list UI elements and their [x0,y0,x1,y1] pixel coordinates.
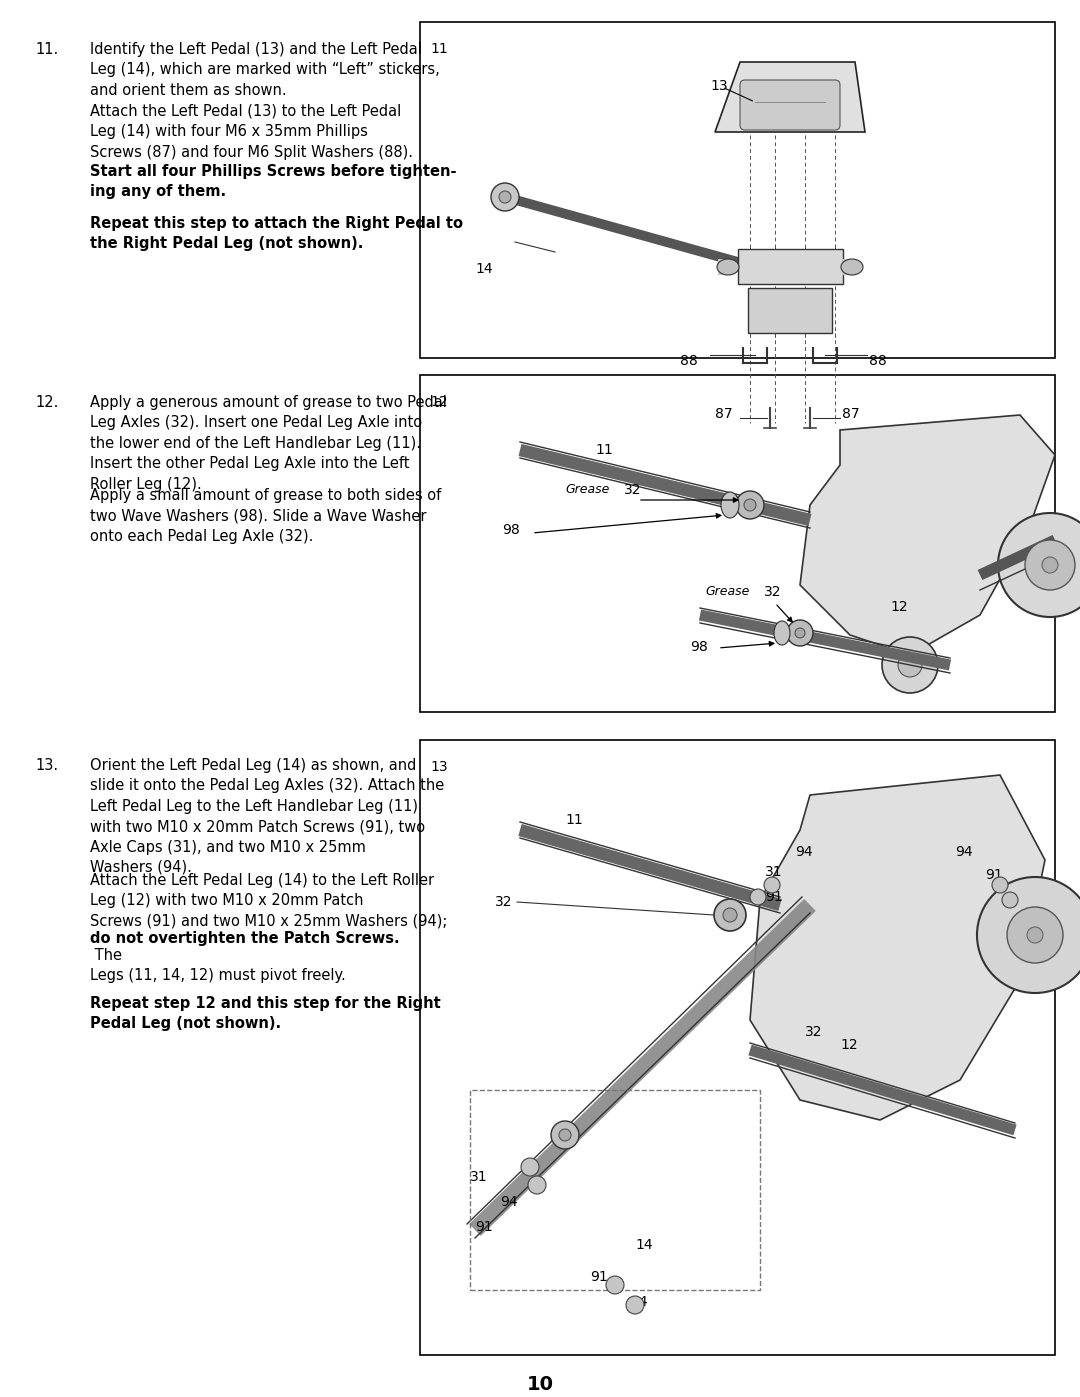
Text: 91: 91 [985,868,1002,882]
Circle shape [993,877,1008,893]
Circle shape [1042,557,1058,573]
Polygon shape [800,415,1055,655]
Circle shape [1007,907,1063,963]
Text: 94: 94 [630,1295,648,1309]
Circle shape [764,877,780,893]
Text: 94: 94 [500,1194,517,1208]
Text: 32: 32 [495,895,513,909]
Text: Orient the Left Pedal Leg (14) as shown, and
slide it onto the Pedal Leg Axles (: Orient the Left Pedal Leg (14) as shown,… [90,759,444,875]
Text: Grease: Grease [565,483,609,496]
Text: 31: 31 [765,865,783,879]
Text: 14: 14 [475,263,492,277]
Text: do not overtighten the Patch Screws.: do not overtighten the Patch Screws. [90,930,400,946]
Circle shape [1027,928,1043,943]
Text: 88: 88 [869,353,887,367]
Circle shape [998,513,1080,617]
Text: 91: 91 [765,890,783,904]
Text: 12: 12 [840,1038,858,1052]
Circle shape [750,888,766,905]
Circle shape [499,191,511,203]
Circle shape [977,877,1080,993]
Text: 32: 32 [805,1025,823,1039]
Text: Grease: Grease [705,585,750,598]
Circle shape [559,1129,571,1141]
Text: 94: 94 [795,845,812,859]
Circle shape [491,183,519,211]
Circle shape [551,1120,579,1148]
Text: The
Legs (11, 14, 12) must pivot freely.: The Legs (11, 14, 12) must pivot freely. [90,949,346,983]
FancyBboxPatch shape [842,258,858,275]
Text: 14: 14 [635,1238,652,1252]
Text: Identify the Left Pedal (13) and the Left Pedal
Leg (14), which are marked with : Identify the Left Pedal (13) and the Lef… [90,42,440,98]
Text: Apply a small amount of grease to both sides of
two Wave Washers (98). Slide a W: Apply a small amount of grease to both s… [90,488,442,543]
Text: Start all four Phillips Screws before tighten-
ing any of them.: Start all four Phillips Screws before ti… [90,163,457,200]
FancyBboxPatch shape [420,374,1055,712]
Circle shape [521,1158,539,1176]
Text: 13: 13 [430,760,447,774]
Text: 11: 11 [565,813,583,827]
Circle shape [787,620,813,645]
Text: Attach the Left Pedal (13) to the Left Pedal
Leg (14) with four M6 x 35mm Philli: Attach the Left Pedal (13) to the Left P… [90,103,413,180]
Text: 12: 12 [890,599,907,615]
Text: 88: 88 [680,353,698,367]
Ellipse shape [841,258,863,275]
FancyBboxPatch shape [420,740,1055,1355]
FancyBboxPatch shape [748,288,832,332]
Text: Repeat this step to attach the Right Pedal to
the Right Pedal Leg (not shown).: Repeat this step to attach the Right Ped… [90,217,463,251]
Circle shape [1002,893,1018,908]
Text: 87: 87 [842,407,860,420]
Circle shape [1025,541,1075,590]
Ellipse shape [721,492,739,518]
Text: 12: 12 [430,395,447,409]
Circle shape [723,908,737,922]
Text: 98: 98 [502,522,519,536]
Text: 13: 13 [710,80,728,94]
Polygon shape [750,775,1045,1120]
FancyBboxPatch shape [718,258,733,275]
Circle shape [626,1296,644,1315]
Circle shape [606,1275,624,1294]
Text: Repeat step 12 and this step for the Right
Pedal Leg (not shown).: Repeat step 12 and this step for the Rig… [90,996,441,1031]
Circle shape [897,652,922,678]
Text: 11.: 11. [35,42,58,57]
Text: 31: 31 [470,1171,488,1185]
Text: Attach the Left Pedal Leg (14) to the Left Roller
Leg (12) with two M10 x 20mm P: Attach the Left Pedal Leg (14) to the Le… [90,873,453,929]
Circle shape [735,490,764,520]
Text: 32: 32 [624,483,642,497]
Text: 98: 98 [690,640,707,654]
Circle shape [882,637,939,693]
Ellipse shape [774,622,789,645]
FancyBboxPatch shape [738,249,843,284]
Text: 91: 91 [590,1270,608,1284]
Text: 13.: 13. [35,759,58,773]
Text: 94: 94 [955,845,973,859]
Circle shape [744,499,756,511]
Circle shape [714,900,746,930]
Text: 87: 87 [715,407,732,420]
FancyBboxPatch shape [420,22,1055,358]
Text: 91: 91 [475,1220,492,1234]
Circle shape [528,1176,546,1194]
Text: 10: 10 [527,1375,554,1394]
Text: 11: 11 [595,443,612,457]
Text: Apply a generous amount of grease to two Pedal
Leg Axles (32). Insert one Pedal : Apply a generous amount of grease to two… [90,395,447,492]
FancyBboxPatch shape [740,80,840,130]
Circle shape [795,629,805,638]
Text: 12.: 12. [35,395,58,409]
Text: 11: 11 [430,42,448,56]
Text: 32: 32 [764,585,782,599]
Polygon shape [715,61,865,131]
Ellipse shape [717,258,739,275]
